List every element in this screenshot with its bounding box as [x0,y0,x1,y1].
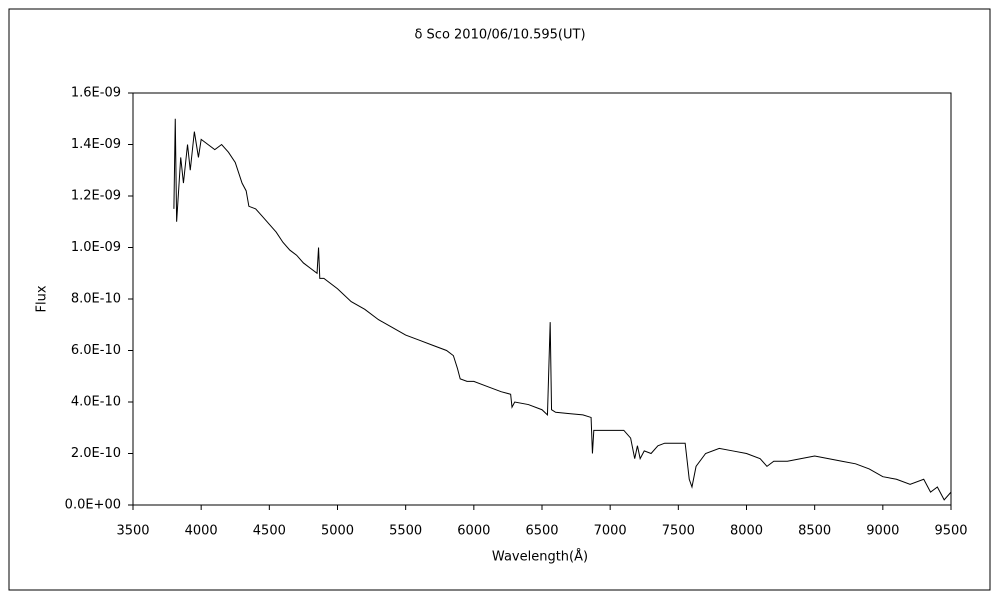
x-tick-label: 4000 [185,524,218,539]
x-tick-label: 8000 [730,524,763,539]
chart-title: δ Sco 2010/06/10.595(UT) [414,28,585,43]
y-tick-label: 1.2E-09 [71,189,121,204]
spectrum-line [173,118,952,501]
y-tick-label: 1.0E-09 [71,240,121,255]
x-tick-label: 9000 [866,524,899,539]
x-tick-label: 9500 [934,524,967,539]
y-tick-label: 4.0E-10 [71,395,121,410]
x-tick-label: 6000 [457,524,490,539]
x-tick-label: 7500 [662,524,695,539]
y-axis-label: Flux [35,285,50,312]
x-tick-label: 6500 [525,524,558,539]
plot-area [132,92,952,506]
y-tick-label: 1.6E-09 [71,86,121,101]
y-tick-label: 6.0E-10 [71,343,121,358]
y-tick-label: 0.0E+00 [65,498,121,513]
x-tick-label: 8500 [798,524,831,539]
x-tick-label: 5500 [389,524,422,539]
x-tick-label: 3500 [116,524,149,539]
x-tick-label: 4500 [253,524,286,539]
y-tick-label: 1.4E-09 [71,137,121,152]
y-tick-label: 8.0E-10 [71,292,121,307]
y-tick-label: 2.0E-10 [71,446,121,461]
x-axis-label: Wavelength(Å) [492,549,588,565]
x-tick-label: 5000 [321,524,354,539]
x-tick-label: 7000 [594,524,627,539]
